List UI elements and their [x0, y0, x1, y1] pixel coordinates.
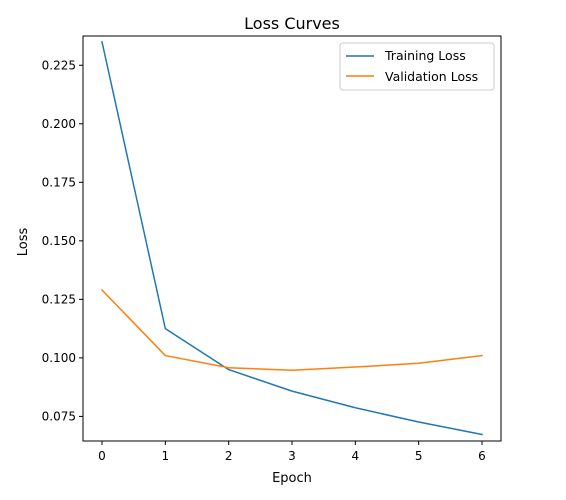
y-tick-label: 0.075: [42, 409, 76, 423]
x-tick-label: 6: [478, 449, 486, 463]
series-layer: [100, 40, 483, 436]
legend-label-training-loss: Training Loss: [384, 48, 466, 63]
y-tick-label: 0.225: [42, 58, 76, 72]
y-axis-ticks: 0.075 0.100 0.125 0.150 0.175 0.200 0.225: [42, 58, 83, 423]
legend-label-validation-loss: Validation Loss: [385, 69, 478, 84]
legend: Training Loss Validation Loss: [339, 42, 495, 91]
x-tick-label: 1: [162, 449, 170, 463]
y-axis-label: Loss: [16, 228, 31, 257]
x-tick-label: 5: [415, 449, 423, 463]
y-tick-label: 0.125: [42, 292, 76, 306]
x-axis-ticks: 0 1 2 3 4 5 6: [98, 441, 486, 463]
plot-frame: [82, 35, 502, 442]
x-tick-label: 2: [225, 449, 233, 463]
y-tick-label: 0.175: [42, 175, 76, 189]
series-line-training-loss: [101, 40, 483, 436]
y-tick-label: 0.100: [42, 351, 76, 365]
x-tick-label: 0: [98, 449, 106, 463]
x-tick-label: 4: [352, 449, 360, 463]
legend-box: [339, 42, 495, 91]
x-axis-label: Epoch: [272, 471, 312, 486]
series-line-validation-loss: [100, 288, 483, 372]
x-tick-label: 3: [288, 449, 296, 463]
chart-title: Loss Curves: [244, 14, 340, 33]
y-tick-label: 0.150: [42, 234, 76, 248]
y-tick-label: 0.200: [42, 117, 76, 131]
